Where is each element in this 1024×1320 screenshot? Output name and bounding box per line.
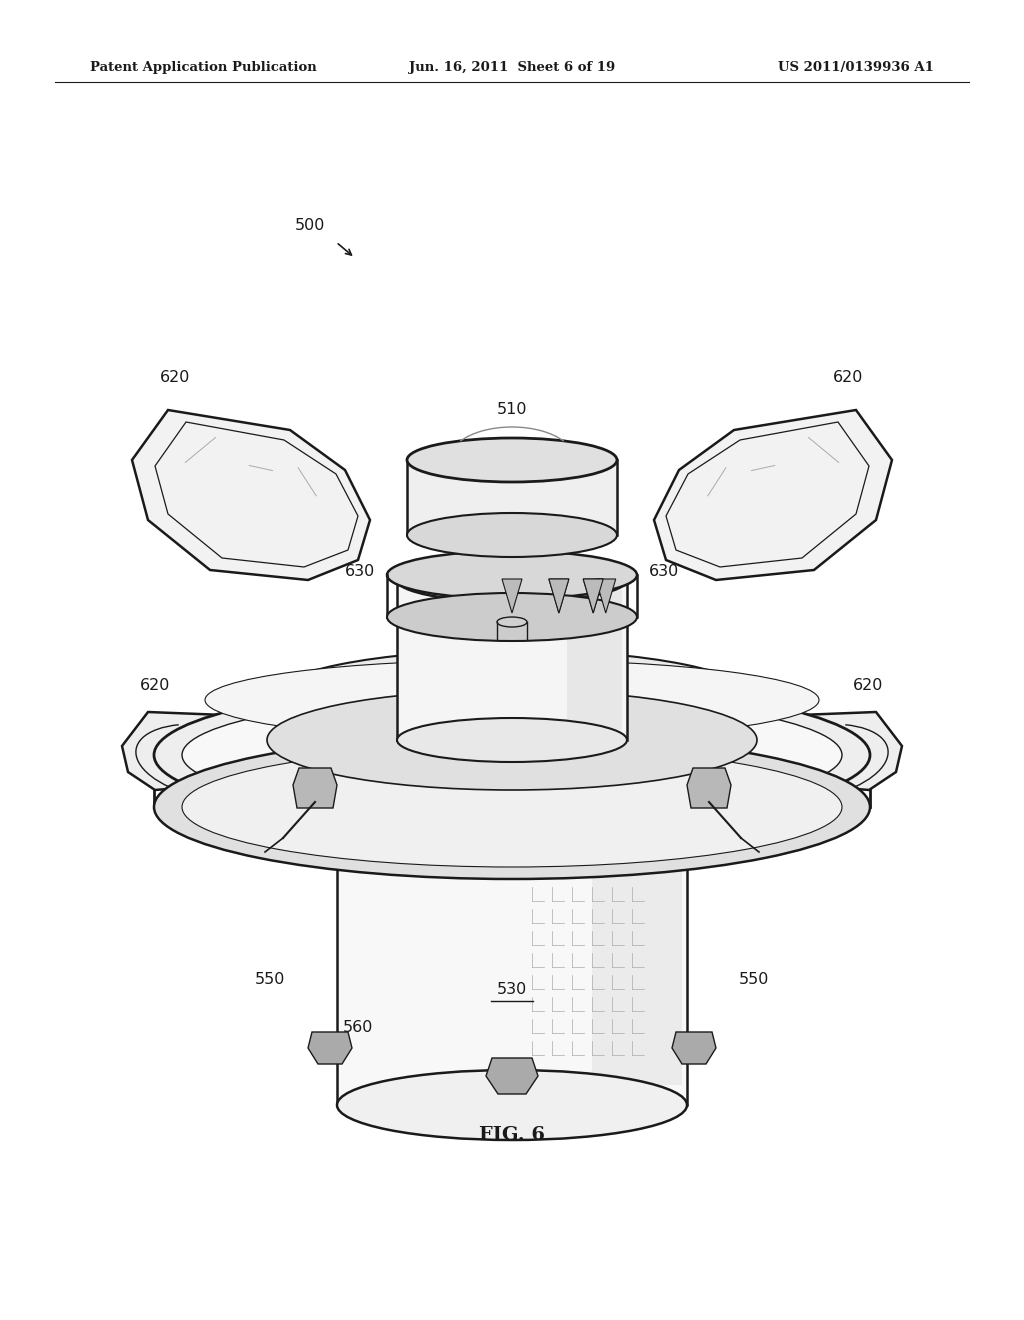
Polygon shape [592,766,682,1085]
Polygon shape [293,768,337,808]
Polygon shape [308,1032,352,1064]
Ellipse shape [407,438,617,482]
Polygon shape [132,411,370,579]
Text: 550: 550 [255,973,286,987]
Ellipse shape [205,660,819,741]
Polygon shape [567,590,622,730]
Text: FIG. 6: FIG. 6 [479,1126,545,1144]
Text: 630: 630 [345,565,375,579]
Text: US 2011/0139936 A1: US 2011/0139936 A1 [778,62,934,74]
Text: 620: 620 [853,678,883,693]
Text: 640: 640 [497,663,527,677]
Polygon shape [584,579,603,612]
Ellipse shape [267,690,757,789]
Polygon shape [407,459,617,535]
Ellipse shape [337,1071,687,1140]
Polygon shape [596,579,615,612]
Ellipse shape [154,682,870,828]
Polygon shape [706,711,902,789]
Polygon shape [672,1032,716,1064]
Polygon shape [397,579,627,741]
Text: 540: 540 [287,830,317,846]
Text: 630: 630 [649,565,679,579]
Text: 650: 650 [497,612,527,627]
Ellipse shape [182,696,842,814]
Text: 560: 560 [343,1020,373,1035]
Text: 550: 550 [738,973,769,987]
Polygon shape [486,1059,538,1094]
Polygon shape [549,579,569,612]
Text: Patent Application Publication: Patent Application Publication [90,62,316,74]
Text: 530: 530 [497,982,527,998]
Ellipse shape [182,747,842,867]
Ellipse shape [337,710,687,780]
Polygon shape [687,768,731,808]
Polygon shape [337,744,687,1105]
Text: 620: 620 [140,678,170,693]
Text: 620: 620 [833,371,863,385]
Ellipse shape [497,616,527,627]
Text: Jun. 16, 2011  Sheet 6 of 19: Jun. 16, 2011 Sheet 6 of 19 [409,62,615,74]
Text: 620: 620 [160,371,190,385]
Polygon shape [549,579,569,612]
Ellipse shape [397,558,627,602]
Polygon shape [502,579,522,612]
Ellipse shape [154,735,870,879]
Ellipse shape [397,718,627,762]
Polygon shape [584,579,603,612]
Text: 510: 510 [497,403,527,417]
Text: 540: 540 [707,830,737,846]
Ellipse shape [267,649,757,750]
Ellipse shape [407,513,617,557]
Polygon shape [122,711,318,789]
Ellipse shape [387,550,637,599]
Ellipse shape [387,593,637,642]
Polygon shape [654,411,892,579]
Text: 500: 500 [295,218,326,232]
